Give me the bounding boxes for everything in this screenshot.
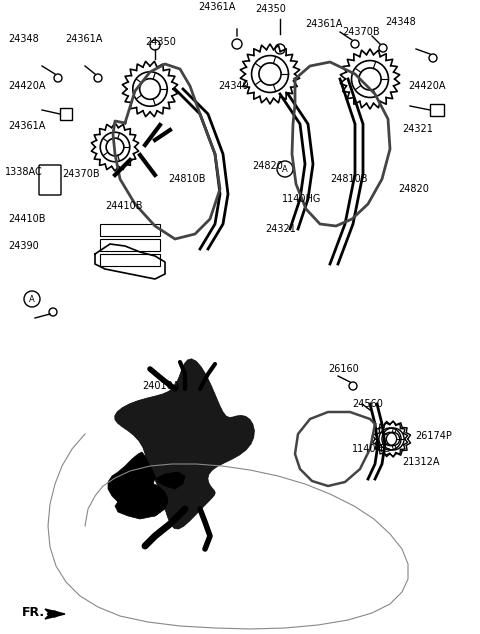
Bar [100,224,160,236]
Text: 24420A: 24420A [408,81,445,91]
Text: 24420A: 24420A [8,81,46,91]
Text: 1338AC: 1338AC [5,167,43,177]
Text: 24370B: 24370B [62,169,100,179]
Text: 21312A: 21312A [402,457,440,467]
Text: 24361A: 24361A [65,34,102,44]
Text: 1140HG: 1140HG [282,194,322,204]
Text: 24010A: 24010A [142,381,180,391]
Polygon shape [115,359,254,529]
Bar [430,104,444,116]
Text: 24810B: 24810B [168,174,205,184]
Text: 24349: 24349 [218,81,249,91]
Text: 24560: 24560 [352,399,383,409]
Text: 24321: 24321 [265,224,296,234]
Text: 1140HG: 1140HG [352,444,391,454]
Text: 24820: 24820 [398,184,429,194]
Text: 24361A: 24361A [198,2,235,12]
Text: 26160: 26160 [328,364,359,374]
Polygon shape [108,452,185,519]
Text: 24350: 24350 [255,4,286,14]
Text: 24370B: 24370B [342,27,380,37]
Bar [100,254,160,266]
Bar [60,108,72,120]
Bar [100,239,160,251]
Text: 24361A: 24361A [305,19,342,29]
Text: 24321: 24321 [402,124,433,134]
Text: 24410B: 24410B [8,214,46,224]
Text: FR.: FR. [22,605,45,619]
Text: 26174P: 26174P [415,431,452,441]
Text: 24348: 24348 [385,17,416,27]
Text: A: A [29,295,35,304]
Text: 24361A: 24361A [8,121,46,131]
Text: 24348: 24348 [8,34,39,44]
Text: 24350: 24350 [145,37,176,47]
Text: 24820: 24820 [252,161,283,171]
Text: 24390: 24390 [8,241,39,251]
Text: 24810B: 24810B [330,174,368,184]
Text: 24410B: 24410B [105,201,143,211]
Polygon shape [45,609,65,619]
Text: A: A [282,164,288,174]
